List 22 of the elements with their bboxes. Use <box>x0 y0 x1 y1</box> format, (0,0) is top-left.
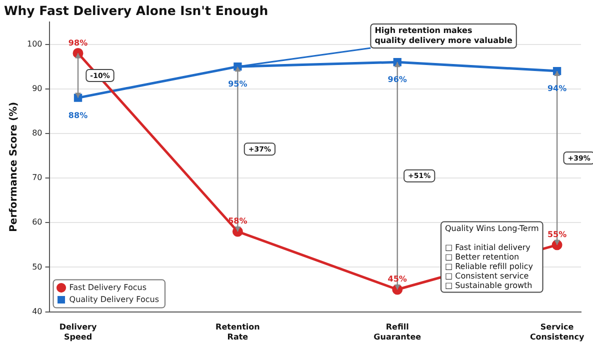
y-tick-label: 50 <box>32 262 42 272</box>
text: Quality Wins Long-Term □ Fast initial delivery □ Better retention □ Reliable refill policy □ Consistent service □ Sustainable growth <box>445 224 539 290</box>
data-label: 98% <box>68 38 88 48</box>
annotation: High retention makes quality delivery more valuable <box>374 26 513 46</box>
data-label: 94% <box>547 84 567 94</box>
data-label: 96% <box>388 75 407 84</box>
y-tick-label: 70 <box>32 173 42 182</box>
data-label: 88% <box>68 110 88 120</box>
x-tick-label: Retention Rate <box>216 322 260 342</box>
chart-title: Why Fast Delivery Alone Isn't Enough <box>4 2 268 18</box>
y-tick-label: 60 <box>32 218 42 227</box>
y-tick-label: 100 <box>26 39 42 48</box>
x-tick-label: Refill Guarantee <box>374 322 422 342</box>
legend-label: Fast Delivery Focus <box>69 282 146 292</box>
legend-label: Quality Delivery Focus <box>69 294 160 304</box>
y-tick-label: 90 <box>32 84 42 93</box>
y-axis-title: Performance Score (%) <box>8 102 20 232</box>
y-tick-label: 40 <box>32 306 42 316</box>
data-label: 95% <box>228 80 248 89</box>
x-tick-label: Delivery Speed <box>59 322 98 342</box>
y-tick-label: 80 <box>32 128 42 138</box>
x-tick-label: Service Consistency <box>530 322 585 342</box>
